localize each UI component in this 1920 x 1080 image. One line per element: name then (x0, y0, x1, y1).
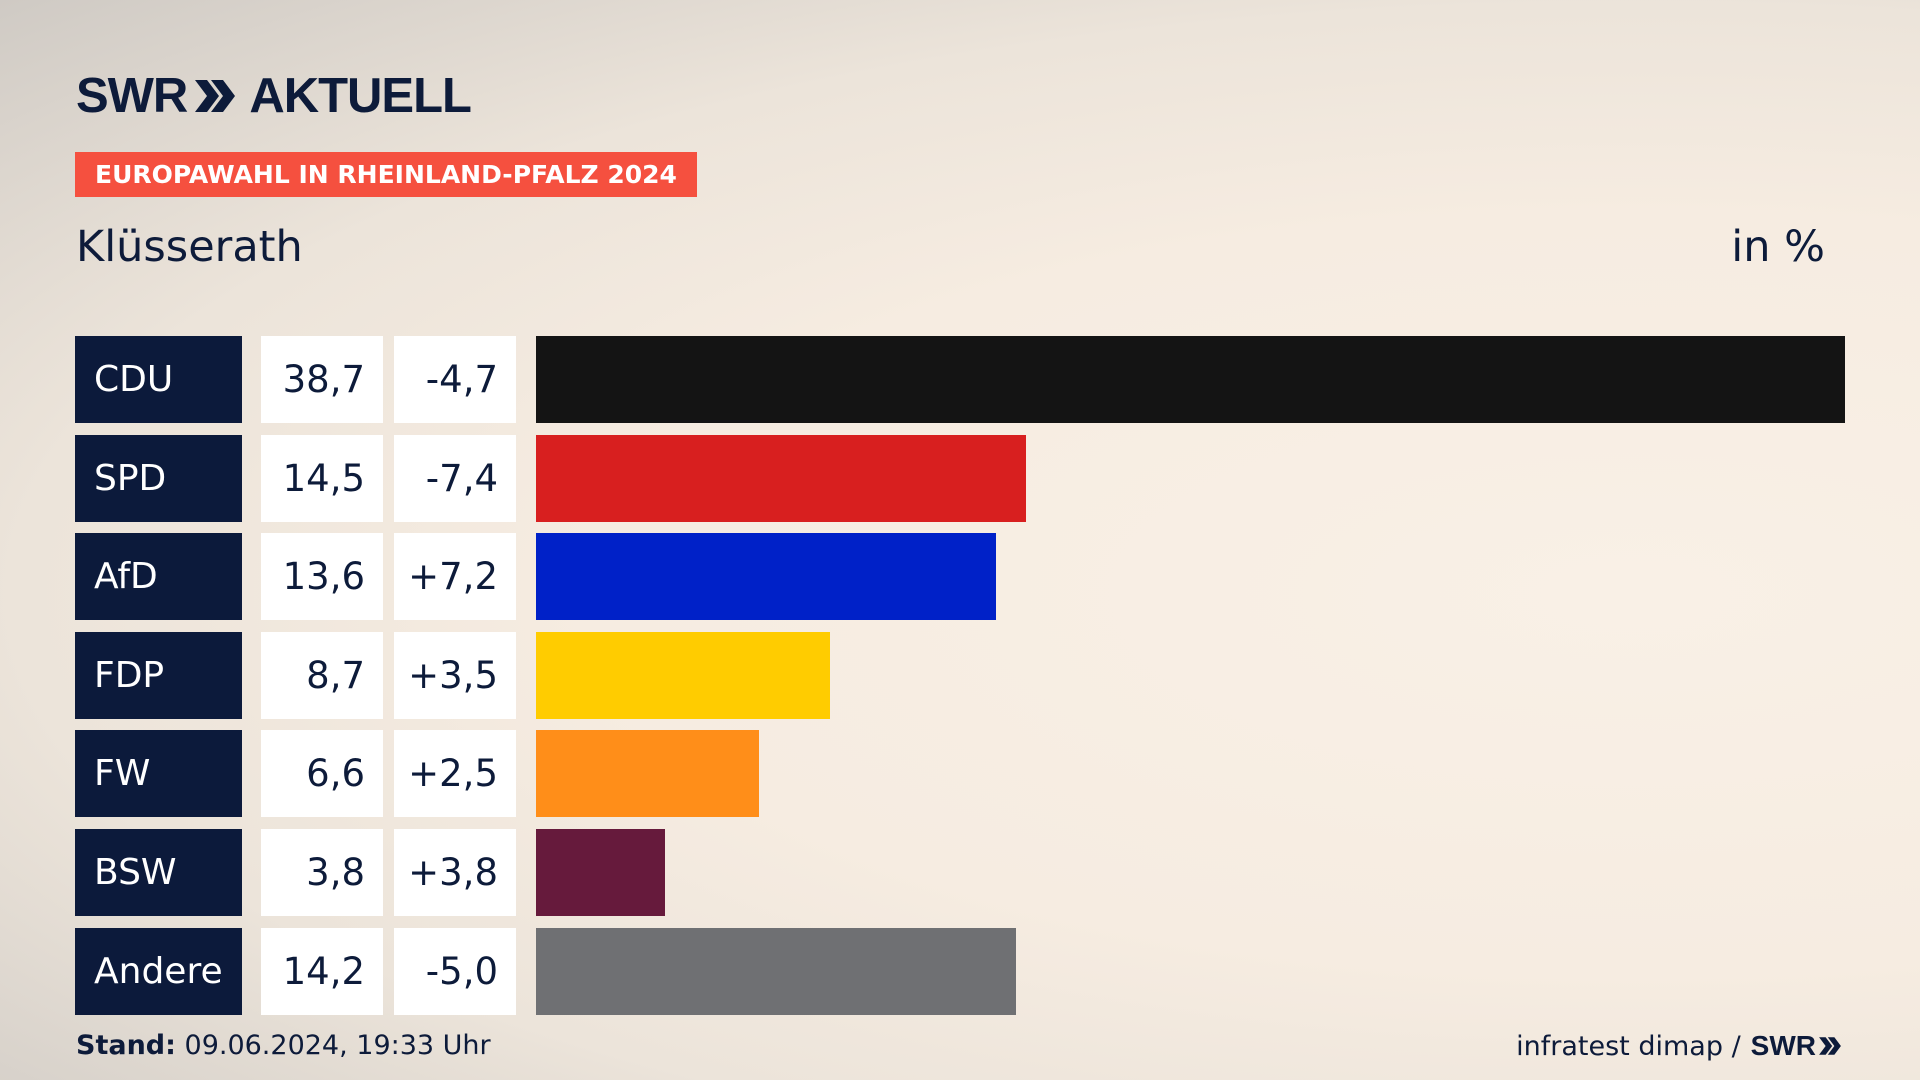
chart-row: FDP 8,7 +3,5 (75, 631, 1845, 719)
bar-spd (536, 434, 1026, 522)
diff-label: +2,5 (394, 730, 516, 818)
timestamp: Stand: 09.06.2024, 19:33 Uhr (76, 1030, 491, 1061)
source-text: infratest dimap / (1516, 1030, 1741, 1062)
value-label: 13,6 (261, 533, 383, 621)
party-label: CDU (75, 336, 242, 423)
party-label: Andere (75, 927, 242, 1015)
party-label: AfD (75, 533, 242, 621)
swr-aktuell-logo: SWR AKTUELL (76, 68, 472, 124)
double-chevron-icon (1819, 1037, 1841, 1055)
diff-label: -4,7 (394, 336, 516, 423)
party-label: SPD (75, 434, 242, 522)
chart-row: FW 6,6 +2,5 (75, 730, 1845, 818)
chart-row: AfD 13,6 +7,2 (75, 533, 1845, 621)
results-chart: CDU 38,7 -4,7 SPD 14,5 -7,4 AfD 13,6 +7,2 FDP 8,7 +… (75, 336, 1845, 1016)
stand-label: Stand: (76, 1030, 176, 1061)
bar-bsw (536, 829, 665, 916)
chart-row: BSW 3,8 +3,8 (75, 829, 1845, 916)
source-credit: infratest dimap / SWR (1516, 1030, 1842, 1062)
bar-fdp (536, 631, 830, 719)
value-label: 8,7 (261, 631, 383, 719)
value-label: 38,7 (261, 336, 383, 423)
diff-label: -5,0 (394, 927, 516, 1015)
chart-row: SPD 14,5 -7,4 (75, 434, 1845, 522)
party-label: BSW (75, 829, 242, 916)
diff-label: +3,8 (394, 829, 516, 916)
swr-brand: SWR (1751, 1030, 1842, 1062)
value-label: 3,8 (261, 829, 383, 916)
unit-label: in % (1731, 222, 1825, 272)
bar-cdu (536, 336, 1845, 423)
party-label: FDP (75, 631, 242, 719)
diff-label: -7,4 (394, 434, 516, 522)
chart-row: Andere 14,2 -5,0 (75, 927, 1845, 1015)
diff-label: +7,2 (394, 533, 516, 621)
double-chevron-icon (195, 80, 236, 112)
logo-suffix: AKTUELL (249, 69, 472, 123)
value-label: 14,2 (261, 927, 383, 1015)
value-label: 14,5 (261, 434, 383, 522)
diff-label: +3,5 (394, 631, 516, 719)
brand-text: SWR (1750, 1030, 1816, 1061)
logo-text: SWR (76, 69, 188, 123)
bar-andere (536, 927, 1016, 1015)
value-label: 6,6 (261, 730, 383, 818)
chart-row: CDU 38,7 -4,7 (75, 336, 1845, 423)
bar-fw (536, 730, 759, 818)
place-title: Klüsserath (76, 222, 303, 272)
stand-value: 09.06.2024, 19:33 Uhr (184, 1030, 491, 1061)
election-tag: EUROPAWAHL IN RHEINLAND-PFALZ 2024 (75, 152, 697, 197)
bar-afd (536, 533, 996, 621)
party-label: FW (75, 730, 242, 818)
